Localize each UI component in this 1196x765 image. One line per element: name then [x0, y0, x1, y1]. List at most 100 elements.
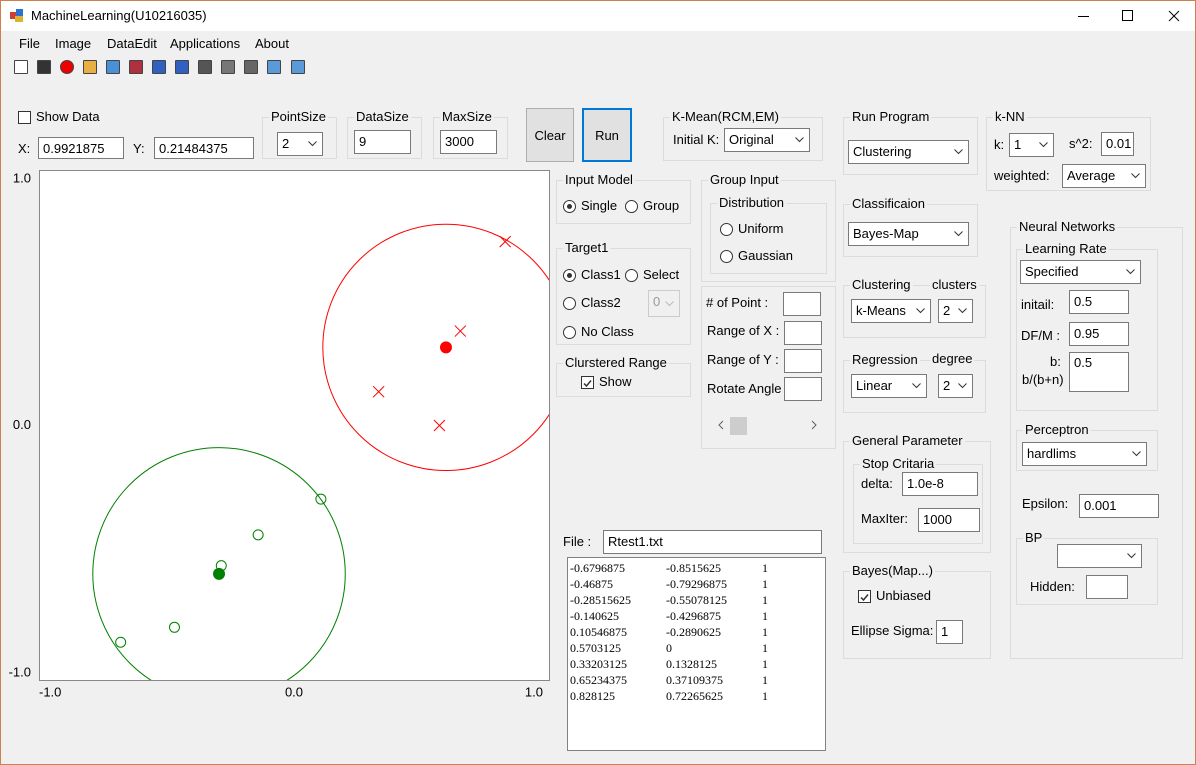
checkbox[interactable]: Show Data — [18, 109, 100, 125]
dropdown-value: hardlims — [1027, 446, 1077, 461]
menu-item[interactable]: Applications — [170, 36, 241, 51]
text-box[interactable] — [784, 377, 822, 401]
data-point — [252, 529, 264, 541]
toolbar-button[interactable] — [37, 60, 51, 74]
arrow-left — [718, 420, 724, 430]
text-box[interactable]: 0.9921875 — [38, 137, 124, 159]
dropdown-arrow — [308, 141, 317, 147]
radio-button[interactable]: Class2 — [563, 295, 643, 311]
file-list[interactable]: -0.6796875 -0.8515625 1 -0.46875 -0.79296875… — [567, 557, 826, 751]
toolbar-button[interactable] — [106, 60, 120, 74]
scrollbar[interactable] — [714, 416, 823, 436]
dropdown-arrow — [954, 149, 963, 155]
toolbar-button[interactable] — [291, 60, 305, 74]
text-box[interactable] — [1086, 575, 1128, 599]
menu-item[interactable]: DataEdit — [107, 36, 157, 51]
label: initail: — [1021, 297, 1055, 312]
dropdown-value: 2 — [943, 378, 951, 393]
toolbar-button[interactable] — [244, 60, 258, 74]
checkbox[interactable]: Unbiased — [858, 588, 938, 604]
dropdown[interactable]: Bayes-Map — [848, 222, 969, 246]
dropdown[interactable]: 2 — [277, 132, 323, 156]
radio-button[interactable]: No Class — [563, 324, 643, 340]
group-box: Perceptron — [1016, 422, 1158, 471]
button[interactable]: Clear — [526, 108, 574, 162]
text-box[interactable]: 1.0e-8 — [902, 472, 978, 496]
text-box[interactable]: 0.5 — [1069, 352, 1129, 392]
toolbar-button[interactable] — [129, 60, 143, 74]
menu-item[interactable]: File — [19, 36, 40, 51]
radio-button[interactable]: Select — [625, 267, 705, 283]
radio-button[interactable]: Gaussian — [720, 248, 800, 264]
file-list-cell: 0.10546875 — [570, 625, 627, 639]
text-box[interactable]: 0.01 — [1101, 132, 1134, 156]
toolbar-button[interactable] — [198, 60, 212, 74]
dropdown[interactable]: hardlims — [1022, 442, 1147, 466]
check-label: Show — [599, 374, 632, 389]
toolbar-button[interactable] — [60, 60, 74, 74]
radio-button[interactable]: Group — [625, 198, 705, 214]
text-box[interactable]: 1 — [936, 620, 963, 644]
toolbar-button[interactable] — [152, 60, 166, 74]
group-box: BP — [1016, 530, 1158, 605]
file-list-cell: -0.6796875 — [570, 561, 625, 575]
dropdown[interactable]: k-Means — [851, 299, 931, 323]
toolbar-button[interactable] — [83, 60, 97, 74]
dropdown[interactable]: Linear — [851, 374, 927, 398]
data-point — [372, 385, 385, 398]
window-controls[interactable] — [1061, 1, 1195, 31]
scroll-left[interactable] — [717, 418, 726, 432]
radio-label: Class1 — [581, 267, 621, 282]
text-box[interactable]: 0.95 — [1069, 322, 1129, 346]
menu-item[interactable]: Image — [55, 36, 92, 51]
text-box[interactable]: 0.001 — [1079, 494, 1159, 518]
dropdown[interactable]: Average — [1062, 164, 1146, 188]
cluster-range — [322, 223, 549, 471]
button[interactable]: Run — [582, 108, 632, 162]
toolbar-button[interactable] — [14, 60, 28, 74]
text-box[interactable]: 0.5 — [1069, 290, 1129, 314]
toolbar-button[interactable] — [267, 60, 281, 74]
file-list-cell: 1 — [762, 561, 768, 575]
text-box[interactable] — [784, 321, 822, 345]
scroll-right[interactable] — [811, 418, 819, 432]
group-title: Perceptron — [1023, 422, 1091, 438]
toolbar-button[interactable] — [221, 60, 235, 74]
dropdown[interactable]: Original — [724, 128, 810, 152]
checkbox[interactable]: Show — [581, 374, 661, 390]
text-box[interactable]: 0.21484375 — [154, 137, 254, 159]
radio-dot — [567, 204, 572, 209]
dropdown[interactable]: 1 — [1009, 133, 1054, 157]
dropdown[interactable] — [1057, 544, 1142, 568]
dropdown-arrow — [1132, 451, 1141, 457]
radio-label: Group — [643, 198, 680, 213]
label: MaxIter: — [861, 511, 908, 526]
plot-area — [39, 170, 550, 681]
label: weighted: — [994, 168, 1050, 183]
dropdown-value: Average — [1067, 168, 1116, 183]
text-box[interactable]: 3000 — [440, 130, 497, 154]
text-box[interactable]: 1000 — [918, 508, 980, 532]
menu-item[interactable]: About — [255, 36, 289, 51]
text-box[interactable] — [784, 349, 822, 373]
radio-button[interactable]: Single — [563, 198, 643, 214]
radio-button[interactable]: Uniform — [720, 221, 800, 237]
radio-button[interactable]: Class1 — [563, 267, 643, 283]
group-box: Group Input — [701, 172, 836, 282]
scroll-thumb[interactable] — [730, 417, 747, 435]
dropdown[interactable]: Specified — [1020, 260, 1141, 284]
text-box[interactable]: Rtest1.txt — [603, 530, 822, 554]
text-box[interactable]: 9 — [354, 130, 411, 154]
group-box: Clustering — [843, 277, 986, 338]
group-box: Target1 — [556, 240, 691, 345]
text-box[interactable] — [783, 292, 821, 316]
radio-box — [563, 297, 576, 310]
group-box: General Parameter — [843, 433, 991, 553]
label: Range of Y : — [707, 352, 779, 367]
dropdown[interactable]: Clustering — [848, 140, 969, 164]
dropdown[interactable]: 2 — [938, 374, 973, 398]
dropdown[interactable]: 2 — [938, 299, 973, 323]
toolbar-button[interactable] — [175, 60, 189, 74]
